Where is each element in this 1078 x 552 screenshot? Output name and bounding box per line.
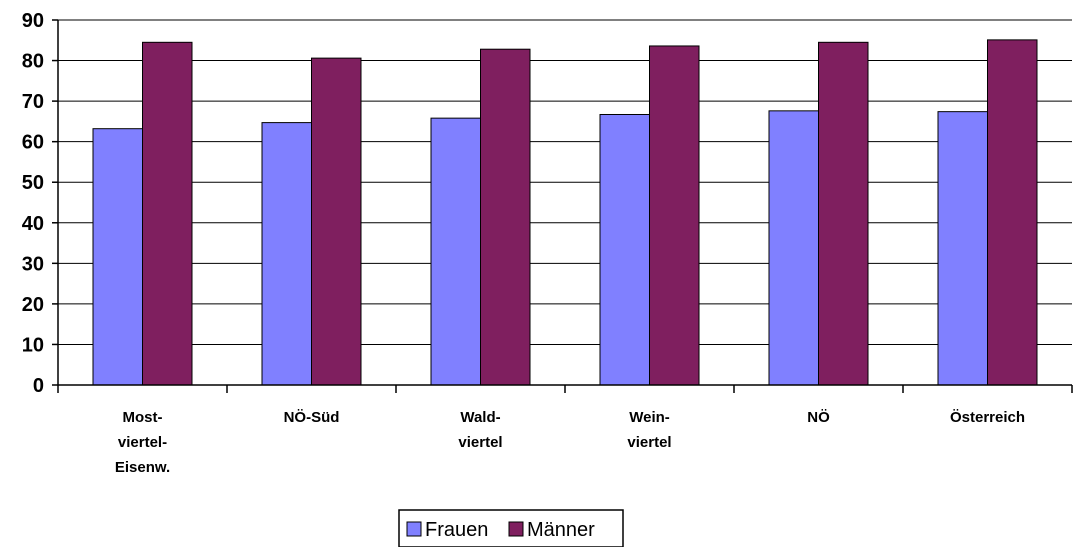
bar-frauen-1 — [261, 122, 312, 386]
y-tick-label-90: 90 — [22, 10, 44, 32]
x-tick-label-5: Österreich — [950, 409, 1025, 426]
bar-m-nner-0 — [142, 41, 193, 386]
bar-m-nner-4 — [818, 41, 869, 386]
legend-swatch-m-nner — [508, 521, 524, 537]
bar-m-nner-2 — [480, 48, 531, 386]
y-tick-label-60: 60 — [22, 132, 44, 154]
bar-frauen-3 — [599, 113, 650, 386]
legend-swatch-frauen — [406, 521, 422, 537]
bar-m-nner-3 — [649, 45, 700, 386]
legend-label-m-nner: Männer — [527, 519, 595, 541]
x-tick-label-2: Wald-viertel — [458, 409, 502, 451]
bar-frauen-5 — [937, 111, 988, 386]
y-tick-label-50: 50 — [22, 172, 44, 194]
y-tick-label-10: 10 — [22, 334, 44, 356]
bar-m-nner-1 — [311, 57, 362, 386]
x-tick-label-3: Wein-viertel — [627, 409, 671, 451]
bar-frauen-4 — [768, 110, 819, 386]
y-tick-label-0: 0 — [33, 375, 44, 397]
y-tick-label-70: 70 — [22, 91, 44, 113]
x-tick-label-1: NÖ-Süd — [284, 409, 340, 426]
x-tick-label-0: Most-viertel-Eisenw. — [115, 409, 170, 476]
y-tick-label-40: 40 — [22, 213, 44, 235]
y-tick-label-80: 80 — [22, 51, 44, 73]
bar-frauen-0 — [92, 128, 143, 386]
y-tick-label-30: 30 — [22, 253, 44, 275]
bar-frauen-2 — [430, 117, 481, 386]
y-tick-label-20: 20 — [22, 294, 44, 316]
x-tick-label-4: NÖ — [807, 409, 830, 426]
bar-m-nner-5 — [987, 39, 1038, 386]
legend-label-frauen: Frauen — [425, 519, 488, 541]
